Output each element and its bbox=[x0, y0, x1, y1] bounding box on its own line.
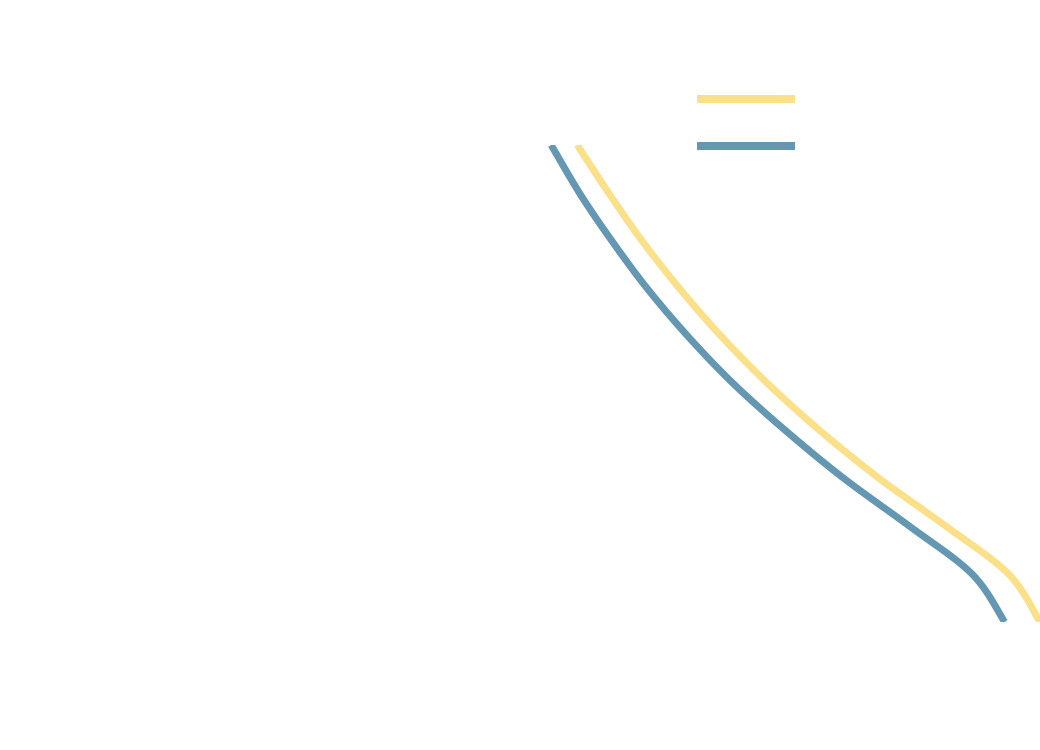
series-2-line bbox=[548, 145, 1008, 622]
series-1-line bbox=[574, 145, 1040, 622]
plot-area bbox=[548, 145, 1040, 622]
legend bbox=[697, 95, 795, 150]
